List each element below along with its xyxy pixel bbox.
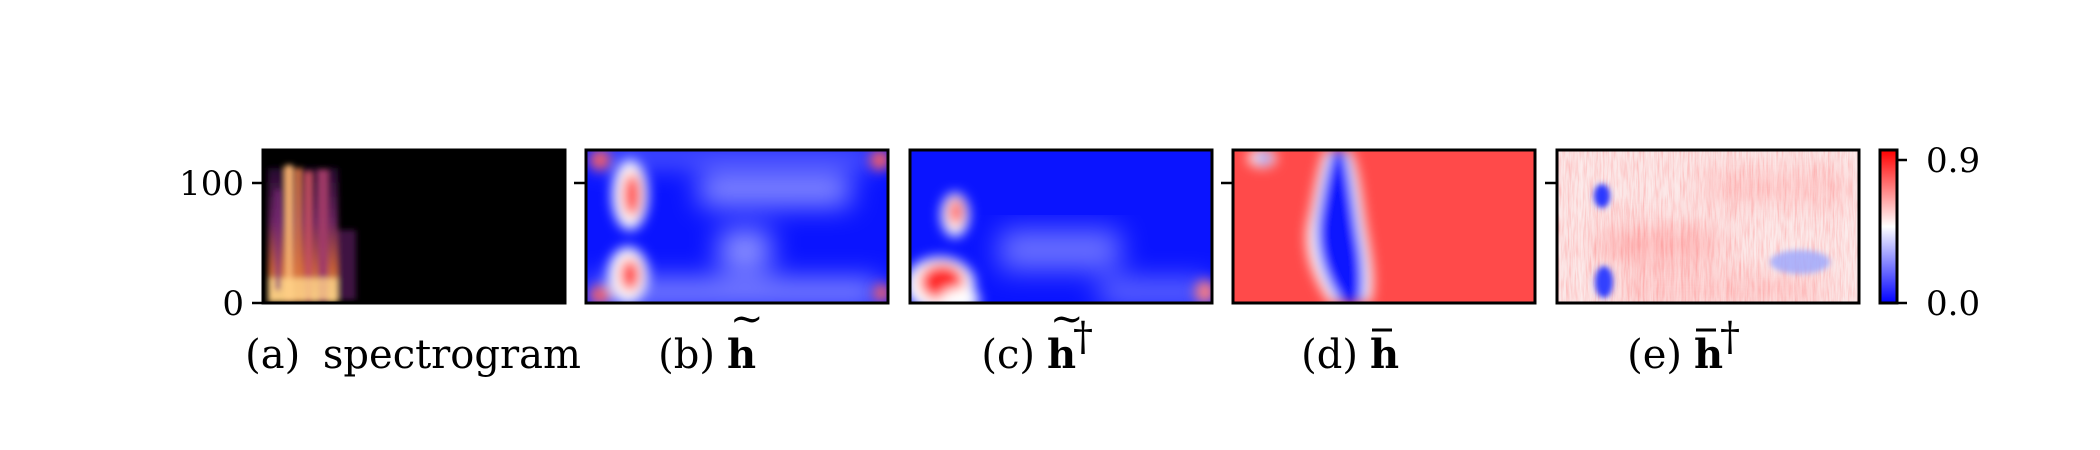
panel-a-frame <box>261 148 567 305</box>
panel-e-heatmap <box>1557 150 1859 303</box>
caption-b-accent: ~ <box>730 296 764 342</box>
caption-c-symbol: h <box>1047 331 1076 378</box>
panel-c-heatmap <box>910 150 1212 303</box>
caption-c: (c) h ~ † <box>981 296 1093 378</box>
svg-text:(a) spectrogram: (a) spectrogram <box>245 332 581 378</box>
colorbar-max-label: 0.9 <box>1926 141 1980 181</box>
caption-b: (b) h ~ <box>658 296 763 378</box>
caption-c-accent: ~ <box>1050 296 1084 342</box>
y-axis: 0 100 <box>179 164 263 324</box>
y-tick-label-100: 100 <box>179 164 244 204</box>
caption-d-symbol: h <box>1370 331 1399 378</box>
caption-c-sup: † <box>1073 314 1093 360</box>
panel-b-heatmap <box>586 150 888 303</box>
caption-e: (e) h † <box>1627 314 1740 378</box>
caption-a-label: (a) <box>245 332 300 378</box>
caption-d: (d) h <box>1301 328 1399 378</box>
caption-b-symbol: h <box>727 331 756 378</box>
panel-d-frame <box>1231 148 1537 305</box>
caption-c-label: (c) <box>981 332 1035 378</box>
colorbar-min-label: 0.0 <box>1926 284 1980 324</box>
panel-a-spectrogram <box>263 150 565 303</box>
caption-a: (a) spectrogram <box>245 332 581 378</box>
panel-b-frame <box>584 148 890 305</box>
panel-d-heatmap <box>1233 150 1535 303</box>
colorbar-gradient <box>1880 150 1897 303</box>
panel-e-frame <box>1555 148 1861 305</box>
caption-d-label: (d) <box>1301 332 1358 378</box>
panel-c-frame <box>908 148 1214 305</box>
colorbar: 0.9 0.0 <box>1878 141 1980 324</box>
caption-e-label: (e) <box>1627 332 1682 378</box>
caption-e-sup: † <box>1720 314 1740 360</box>
colorbar-frame <box>1878 148 1899 305</box>
caption-a-text: spectrogram <box>323 332 581 378</box>
caption-e-symbol: h <box>1694 331 1723 378</box>
y-tick-label-0: 0 <box>222 284 244 324</box>
caption-b-label: (b) <box>658 332 715 378</box>
